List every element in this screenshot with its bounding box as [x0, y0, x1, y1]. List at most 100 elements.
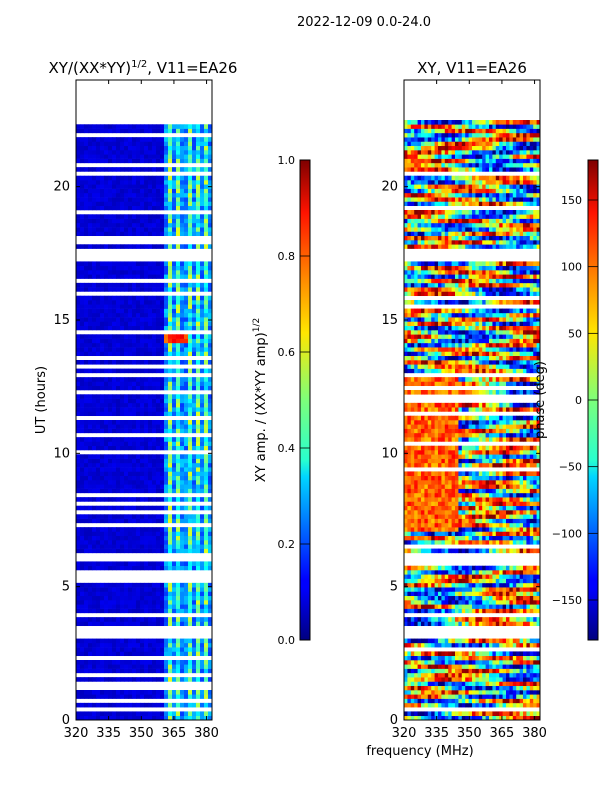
- heatmap-cell: [404, 672, 408, 678]
- heatmap-cell: [84, 471, 89, 477]
- heatmap-cell: [516, 565, 520, 571]
- heatmap-cell: [80, 184, 85, 189]
- heatmap-cell: [100, 137, 105, 142]
- heatmap-cell: [512, 660, 517, 665]
- heatmap-cell: [506, 638, 510, 644]
- heatmap-cell: [414, 595, 418, 601]
- heatmap-cell: [132, 317, 137, 322]
- heatmap-cell: [208, 540, 212, 545]
- heatmap-cell: [92, 407, 97, 412]
- heatmap-cell: [76, 475, 81, 481]
- heatmap-cell: [184, 480, 189, 485]
- heatmap-cell: [104, 300, 109, 305]
- heatmap-cell: [404, 638, 408, 644]
- heatmap-cell: [196, 154, 201, 159]
- heatmap-cell: [204, 505, 209, 511]
- heatmap-cell: [192, 145, 197, 151]
- heatmap-cell: [156, 342, 161, 348]
- heatmap-cell: [192, 385, 197, 391]
- heatmap-cell: [529, 608, 534, 614]
- heatmap-cell: [160, 231, 165, 237]
- heatmap-cell: [128, 608, 133, 614]
- heatmap-cell: [184, 518, 189, 524]
- heatmap-cell: [96, 518, 101, 524]
- heatmap-cell: [156, 702, 161, 708]
- heatmap-cell: [196, 668, 201, 674]
- heatmap-cell: [475, 608, 480, 614]
- heatmap-cell: [196, 145, 201, 151]
- heatmap-cell: [128, 475, 133, 481]
- heatmap-cell: [168, 702, 173, 708]
- heatmap-cell: [104, 595, 109, 601]
- heatmap-cell: [448, 591, 452, 597]
- heatmap-cell: [80, 518, 85, 524]
- heatmap-cell: [120, 660, 125, 665]
- heatmap-cell: [112, 137, 117, 142]
- heatmap-cell: [204, 514, 209, 519]
- heatmap-cell: [168, 561, 173, 567]
- heatmap-cell: [80, 312, 85, 318]
- heatmap-cell: [128, 454, 133, 459]
- heatmap-cell: [176, 617, 181, 622]
- heatmap-cell: [200, 591, 205, 597]
- heatmap-cell: [164, 540, 169, 545]
- heatmap-cell: [192, 565, 197, 571]
- heatmap-cell: [148, 535, 153, 541]
- heatmap-cell: [204, 317, 209, 322]
- heatmap-cell: [164, 402, 169, 408]
- heatmap-cell: [188, 664, 193, 669]
- heatmap-cell: [100, 587, 105, 592]
- heatmap-cell: [88, 381, 93, 387]
- heatmap-cell: [427, 681, 432, 687]
- heatmap-cell: [512, 617, 517, 622]
- heatmap-cell: [188, 360, 193, 365]
- heatmap-cell: [458, 698, 463, 704]
- heatmap-cell: [455, 608, 459, 614]
- heatmap-cell: [431, 672, 435, 678]
- heatmap-cell: [204, 548, 209, 554]
- heatmap-cell: [424, 638, 429, 644]
- heatmap-cell: [516, 570, 520, 575]
- heatmap-cell: [160, 480, 165, 485]
- heatmap-cell: [499, 531, 503, 537]
- heatmap-cell: [156, 664, 161, 669]
- heatmap-cell: [509, 578, 514, 584]
- heatmap-cell: [132, 587, 137, 592]
- heatmap-cell: [160, 690, 165, 695]
- heatmap-cell: [88, 385, 93, 391]
- heatmap-cell: [410, 570, 415, 575]
- heatmap-cell: [76, 690, 81, 695]
- heatmap-cell: [80, 304, 85, 309]
- heatmap-cell: [156, 394, 161, 399]
- heatmap-cell: [444, 574, 449, 579]
- heatmap-cell: [529, 595, 534, 601]
- heatmap-cell: [92, 184, 97, 189]
- heatmap-cell: [410, 574, 415, 579]
- heatmap-cell: [84, 394, 89, 399]
- heatmap-cell: [88, 544, 93, 549]
- heatmap-cell: [160, 651, 165, 657]
- heatmap-cell: [140, 595, 145, 601]
- heatmap-cell: [196, 158, 201, 164]
- heatmap-cell: [96, 261, 101, 267]
- heatmap-cell: [196, 587, 201, 592]
- heatmap-cell: [208, 527, 212, 532]
- heatmap-cell: [160, 180, 165, 185]
- heatmap-cell: [152, 128, 157, 134]
- heatmap-cell: [200, 715, 205, 720]
- heatmap-cell: [116, 128, 121, 134]
- heatmap-cell: [444, 617, 449, 622]
- heatmap-cell: [417, 702, 422, 708]
- heatmap-cell: [124, 591, 129, 597]
- heatmap-cell: [478, 638, 483, 644]
- heatmap-cell: [124, 595, 129, 601]
- heatmap-cell: [112, 535, 117, 541]
- heatmap-cell: [144, 137, 149, 142]
- heatmap-cell: [84, 381, 89, 387]
- heatmap-cell: [512, 582, 517, 588]
- heatmap-cell: [444, 711, 449, 717]
- heatmap-cell: [176, 514, 181, 519]
- heatmap-cell: [180, 128, 185, 134]
- heatmap-cell: [200, 137, 205, 142]
- heatmap-cell: [208, 394, 212, 399]
